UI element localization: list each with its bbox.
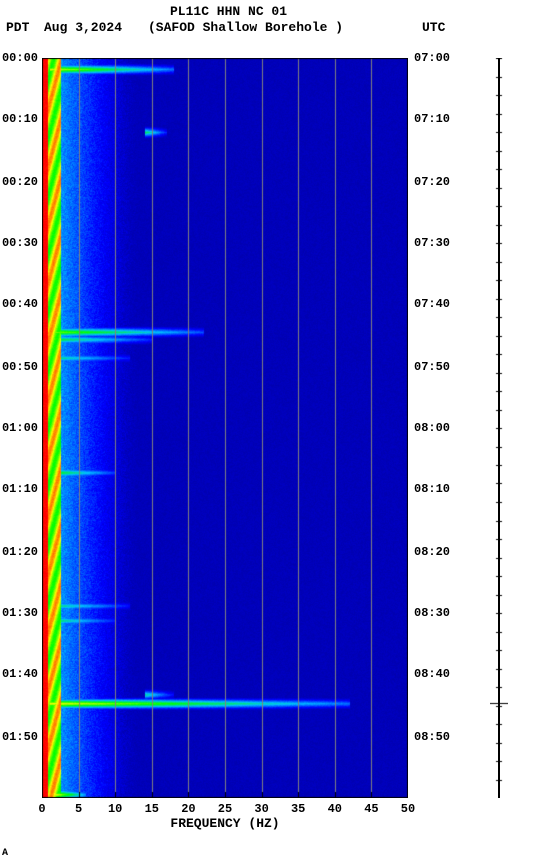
y-left-tick: 01:10 (0, 482, 38, 496)
x-axis-label: FREQUENCY (HZ) (170, 816, 279, 831)
station-label: (SAFOD Shallow Borehole ) (148, 20, 343, 35)
x-tick: 30 (254, 802, 268, 816)
y-left-tick: 01:50 (0, 730, 38, 744)
y-left-tick: 01:00 (0, 421, 38, 435)
y-right-tick: 08:30 (414, 606, 450, 620)
y-right-tick: 07:00 (414, 51, 450, 65)
y-left-tick: 01:40 (0, 667, 38, 681)
y-right-tick: 08:00 (414, 421, 450, 435)
y-left-tick: 00:50 (0, 360, 38, 374)
y-left-tick: 00:40 (0, 297, 38, 311)
corner-mark: A (2, 848, 8, 859)
y-right-tick: 08:50 (414, 730, 450, 744)
x-tick: 5 (75, 802, 82, 816)
y-right-tick: 07:10 (414, 112, 450, 126)
y-right-tick: 08:10 (414, 482, 450, 496)
x-tick: 35 (291, 802, 305, 816)
y-left-tick: 00:10 (0, 112, 38, 126)
x-tick: 20 (181, 802, 195, 816)
header-date: Aug 3,2024 (44, 20, 122, 35)
x-tick: 0 (38, 802, 45, 816)
x-tick: 15 (145, 802, 159, 816)
spectrogram-plot (42, 58, 408, 798)
y-right-tick: 07:30 (414, 236, 450, 250)
right-tz: UTC (422, 20, 445, 35)
y-right-tick: 07:20 (414, 175, 450, 189)
y-right-tick: 08:20 (414, 545, 450, 559)
y-left-tick: 01:20 (0, 545, 38, 559)
y-left-tick: 01:30 (0, 606, 38, 620)
y-right-tick: 07:40 (414, 297, 450, 311)
title-line1: PL11C HHN NC 01 (170, 4, 287, 19)
y-right-tick: 08:40 (414, 667, 450, 681)
y-left-tick: 00:00 (0, 51, 38, 65)
x-tick: 45 (364, 802, 378, 816)
x-tick: 10 (108, 802, 122, 816)
x-tick: 50 (401, 802, 415, 816)
scalebar-ticks (490, 58, 508, 798)
y-left-tick: 00:30 (0, 236, 38, 250)
x-tick: 40 (328, 802, 342, 816)
left-tz: PDT (6, 20, 29, 35)
y-right-tick: 07:50 (414, 360, 450, 374)
x-tick: 25 (218, 802, 232, 816)
y-left-tick: 00:20 (0, 175, 38, 189)
